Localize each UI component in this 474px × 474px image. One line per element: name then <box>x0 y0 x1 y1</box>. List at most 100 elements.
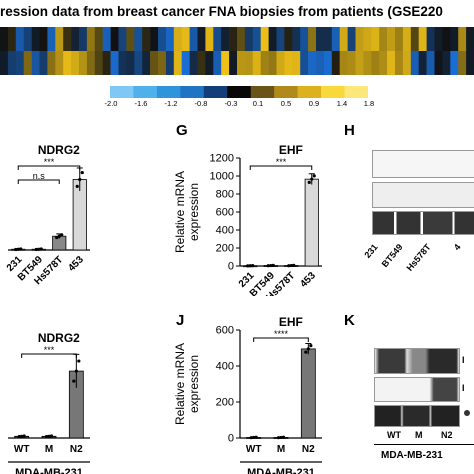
data-point <box>269 263 273 268</box>
heatmap-cell <box>308 27 317 51</box>
heatmap-cell <box>347 51 356 75</box>
colorbar-tick: -2.0 <box>104 99 118 108</box>
heatmap-cell <box>47 51 56 75</box>
heatmap-cell <box>284 51 293 75</box>
heatmap-cell <box>442 27 451 51</box>
heatmap-cell <box>197 51 206 75</box>
significance-bracket <box>17 165 81 170</box>
significance-label: *** <box>276 157 287 167</box>
data-point <box>57 234 61 238</box>
heatmap-cell <box>363 51 372 75</box>
y-tick-label: 400 <box>216 225 234 237</box>
data-point <box>312 174 316 178</box>
data-point <box>19 247 23 251</box>
data-point <box>80 170 84 175</box>
heatmap-cell <box>331 51 340 75</box>
heatmap-cell <box>418 51 427 75</box>
data-point <box>49 434 54 438</box>
heatmap-cell <box>102 27 111 51</box>
heatmap-cell <box>458 27 467 51</box>
heatmap-cell <box>118 27 127 51</box>
data-point <box>248 264 252 268</box>
colorbar-tick: 1.4 <box>336 99 348 108</box>
significance-bracket <box>249 165 313 170</box>
heatmap-colorbar <box>110 86 368 98</box>
heatmap-cell <box>47 27 56 51</box>
data-point <box>271 263 275 267</box>
blot-k-caption: MDA-MB-231 <box>381 450 443 461</box>
heatmap-cell <box>173 27 182 51</box>
heatmap-cell <box>339 51 348 75</box>
data-point <box>60 233 64 237</box>
significance-bracket <box>17 179 60 184</box>
colorbar-segment <box>321 86 345 98</box>
heatmap-cell <box>371 51 380 75</box>
data-point <box>279 435 283 440</box>
x-tick-label: 453 <box>298 270 318 290</box>
heatmap-cell <box>79 27 88 51</box>
panel-letter-k: K <box>344 312 355 329</box>
data-point <box>309 344 313 348</box>
colorbar-tick: -1.6 <box>134 99 148 108</box>
heatmap-cell <box>268 51 277 75</box>
heatmap-cell <box>434 51 443 75</box>
heatmap-cell <box>197 27 206 51</box>
heatmap-cell <box>323 27 333 51</box>
colorbar-segment <box>297 86 322 98</box>
heatmap-cell <box>292 51 301 75</box>
x-tick-label: WT <box>246 444 262 455</box>
heatmap-cell <box>237 27 246 51</box>
heatmap-cell <box>458 51 467 75</box>
chart-ehf-mda-mb-231: 0 200 400 600 Relative mRNA expression WT M N2 EH… <box>173 316 322 474</box>
y-tick-label: 600 <box>216 325 234 337</box>
data-point <box>14 247 18 252</box>
panel-letter-h: H <box>344 122 355 139</box>
heatmap-cell <box>94 27 103 51</box>
y-tick-label: 0 <box>228 433 234 445</box>
significance-label: n.s <box>33 171 46 181</box>
heatmap-cell <box>221 27 230 51</box>
heatmap-cell <box>134 27 143 51</box>
blot-k-side-label: I <box>462 383 465 393</box>
colorbar-tick: -0.3 <box>224 99 238 108</box>
heatmap-cell <box>55 27 64 51</box>
heatmap-cell <box>268 27 277 51</box>
heatmap-cell <box>126 27 135 51</box>
heatmap-cell <box>63 51 72 75</box>
x-tick-label: WT <box>14 444 30 455</box>
heatmap-cell <box>221 51 230 75</box>
colorbar-tick-labels: -2.0 -1.6 -1.2 -0.8 -0.3 0.1 0.5 0.9 1.4… <box>103 99 379 111</box>
lane-label: N2 <box>441 430 453 440</box>
colorbar-segment <box>274 86 298 98</box>
y-axis-label: Relative mRNA <box>173 171 187 253</box>
heatmap-cell <box>387 51 396 75</box>
heatmap-cell <box>284 27 293 51</box>
chart-ndrg2-mda-mb-231: WT M N2 NDRG2*** MDA-MB-231 <box>8 331 90 474</box>
heatmap-cell <box>213 27 222 51</box>
data-point <box>17 435 21 439</box>
blot-k-loading-band <box>374 405 460 427</box>
y-axis-label: expression <box>187 183 201 241</box>
heatmap-cell <box>426 51 435 75</box>
heatmap-cell <box>94 51 103 75</box>
lane-label: BT549 <box>379 242 405 270</box>
expression-heatmap <box>0 27 474 75</box>
blot-h-loading-band <box>372 211 474 235</box>
heatmap-cell <box>237 51 246 75</box>
heatmap-cell <box>402 27 412 51</box>
heatmap-cell <box>213 51 222 75</box>
heatmap-cell <box>0 27 9 51</box>
blot-k-band-2 <box>374 377 460 402</box>
heatmap-cell <box>402 51 412 75</box>
heatmap-cell <box>300 27 309 51</box>
colorbar-segment <box>250 86 275 98</box>
heatmap-cell <box>189 27 198 51</box>
heatmap-cell <box>102 51 111 75</box>
x-tick-label: 453 <box>66 254 86 274</box>
significance-label: **** <box>274 329 289 339</box>
figure-title: ression data from breast cancer FNA biop… <box>0 4 443 19</box>
heatmap-cell <box>39 27 48 51</box>
data-point <box>37 247 41 251</box>
heatmap-cell <box>15 27 24 51</box>
